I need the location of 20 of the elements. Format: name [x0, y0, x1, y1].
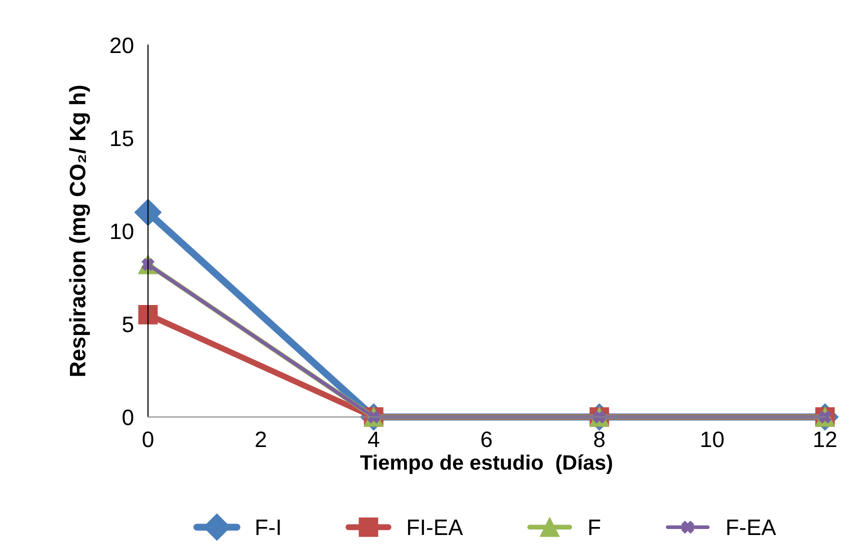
legend-label: F-EA: [727, 520, 776, 535]
y-axis-title: Respiracion (mg CO₂/ Kg h): [69, 86, 90, 376]
x-tick-label: 10: [702, 431, 724, 448]
x-tick-label: 4: [368, 432, 380, 447]
legend-label: F: [589, 520, 600, 535]
y-tick-label: 5: [122, 316, 134, 332]
y-tick-label: 0: [122, 410, 134, 426]
legend-label: FI-EA: [408, 520, 463, 535]
point: [138, 304, 158, 324]
point: [134, 198, 162, 226]
x-tick-label: 8: [594, 431, 605, 448]
y-tick-label: 20: [110, 38, 134, 54]
legend-label: F-I: [256, 520, 280, 535]
x-tick-label: 0: [142, 431, 154, 448]
x-tick-label: 2: [256, 431, 266, 447]
y-tick-label: 10: [111, 224, 134, 240]
x-axis-title: Tiempo de estudio (Días): [360, 454, 612, 474]
x-tick-label: 12: [814, 431, 836, 447]
x-tick-label: 6: [481, 431, 492, 448]
y-tick-label: 15: [111, 130, 134, 146]
